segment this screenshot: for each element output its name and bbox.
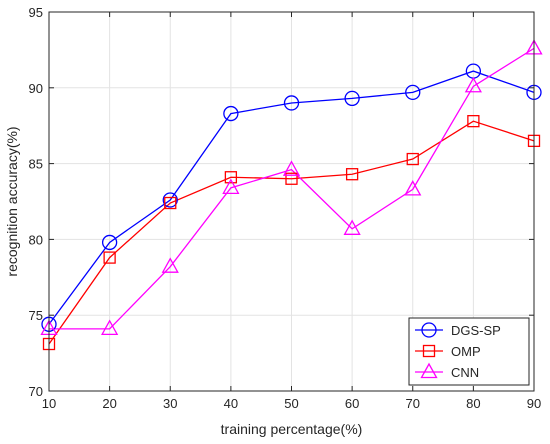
legend: DGS-SP OMP CNN xyxy=(408,317,530,386)
point-cnn xyxy=(161,257,179,273)
x-tick-label: 20 xyxy=(102,396,116,411)
point-cnn xyxy=(343,219,361,235)
point-dgs-sp xyxy=(283,95,300,111)
legend-label-cnn: CNN xyxy=(451,365,479,380)
x-axis-title: training percentage(%) xyxy=(221,421,363,437)
axis-ticks: 10 20 30 40 50 60 70 80 90 70 75 80 85 90 95 xyxy=(29,5,542,411)
y-tick-label: 85 xyxy=(29,157,43,172)
legend-label-omp: OMP xyxy=(451,344,481,359)
point-cnn xyxy=(464,76,482,93)
x-tick-label: 80 xyxy=(466,396,480,411)
x-tick-label: 10 xyxy=(42,396,56,411)
point-omp xyxy=(345,168,359,181)
y-tick-label: 75 xyxy=(29,308,43,323)
point-cnn xyxy=(101,319,119,335)
series-line-omp xyxy=(48,120,535,345)
point-omp xyxy=(224,171,238,184)
point-omp xyxy=(103,251,116,264)
y-tick-label: 70 xyxy=(29,384,43,399)
y-tick-label: 95 xyxy=(29,5,43,20)
legend-marker-dgs-sp xyxy=(421,322,437,338)
x-tick-label: 60 xyxy=(345,396,359,411)
legend-marker-omp xyxy=(422,344,436,358)
legend-marker-cnn xyxy=(420,362,438,379)
point-dgs-sp xyxy=(162,192,178,208)
series-line-dgs-sp xyxy=(48,70,535,325)
point-cnn xyxy=(222,178,240,195)
point-dgs-sp xyxy=(223,105,239,122)
y-tick-label: 80 xyxy=(29,232,43,247)
x-tick-label: 70 xyxy=(406,396,420,411)
point-omp xyxy=(467,115,480,128)
series-line-cnn xyxy=(49,47,535,330)
y-axis-title: recognition accuracy(%) xyxy=(4,126,20,276)
point-cnn xyxy=(404,180,422,196)
point-dgs-sp xyxy=(405,84,421,100)
x-tick-label: 40 xyxy=(224,396,238,411)
point-omp xyxy=(285,172,298,185)
x-tick-label: 30 xyxy=(163,396,177,411)
point-dgs-sp xyxy=(344,90,360,107)
point-omp xyxy=(164,196,177,210)
y-tick-label: 90 xyxy=(29,81,43,96)
point-cnn xyxy=(282,160,301,176)
series-lines xyxy=(48,47,535,345)
x-tick-label: 50 xyxy=(284,396,298,411)
legend-label-dgs-sp: DGS-SP xyxy=(451,323,501,338)
x-tick-label: 90 xyxy=(527,396,541,411)
point-dgs-sp xyxy=(101,234,118,251)
point-omp xyxy=(406,152,419,166)
